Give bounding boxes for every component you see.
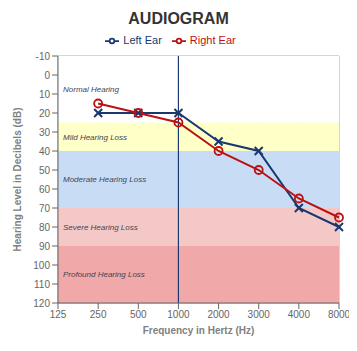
svg-text:500: 500 <box>130 309 147 320</box>
svg-text:20: 20 <box>39 108 51 119</box>
svg-text:100: 100 <box>33 260 50 271</box>
html-text:Left Ear: Left Ear <box>123 34 162 46</box>
svg-text:2000: 2000 <box>207 309 230 320</box>
svg-text:40: 40 <box>39 146 51 157</box>
svg-text:Normal Hearing: Normal Hearing <box>63 85 120 94</box>
svg-text:-10: -10 <box>36 51 51 62</box>
svg-text:Moderate Hearing Loss: Moderate Hearing Loss <box>63 175 146 184</box>
svg-text:3000: 3000 <box>248 309 271 320</box>
svg-text:Mild Hearing Loss: Mild Hearing Loss <box>63 133 127 142</box>
svg-text:Profound Hearing Loss: Profound Hearing Loss <box>63 270 145 279</box>
svg-text:70: 70 <box>39 203 51 214</box>
svg-text:125: 125 <box>50 309 67 320</box>
html-text:Right Ear: Right Ear <box>189 34 236 46</box>
svg-text:Frequency in Hertz (Hz): Frequency in Hertz (Hz) <box>143 325 255 336</box>
svg-text:90: 90 <box>39 241 51 252</box>
svg-text:Severe Hearing Loss: Severe Hearing Loss <box>63 223 138 232</box>
svg-text:80: 80 <box>39 222 51 233</box>
svg-text:Hearing Level in Decibels (dB): Hearing Level in Decibels (dB) <box>12 108 23 252</box>
svg-text:1000: 1000 <box>167 309 190 320</box>
svg-text:50: 50 <box>39 165 51 176</box>
svg-text:0: 0 <box>44 70 50 81</box>
svg-text:30: 30 <box>39 127 51 138</box>
svg-text:120: 120 <box>33 298 50 309</box>
svg-text:110: 110 <box>34 279 50 290</box>
svg-text:4000: 4000 <box>288 309 311 320</box>
svg-text:250: 250 <box>90 309 107 320</box>
svg-text:8000: 8000 <box>328 309 349 320</box>
html-text:AUDIOGRAM: AUDIOGRAM <box>128 10 229 27</box>
svg-text:10: 10 <box>39 89 51 100</box>
svg-text:60: 60 <box>39 184 51 195</box>
